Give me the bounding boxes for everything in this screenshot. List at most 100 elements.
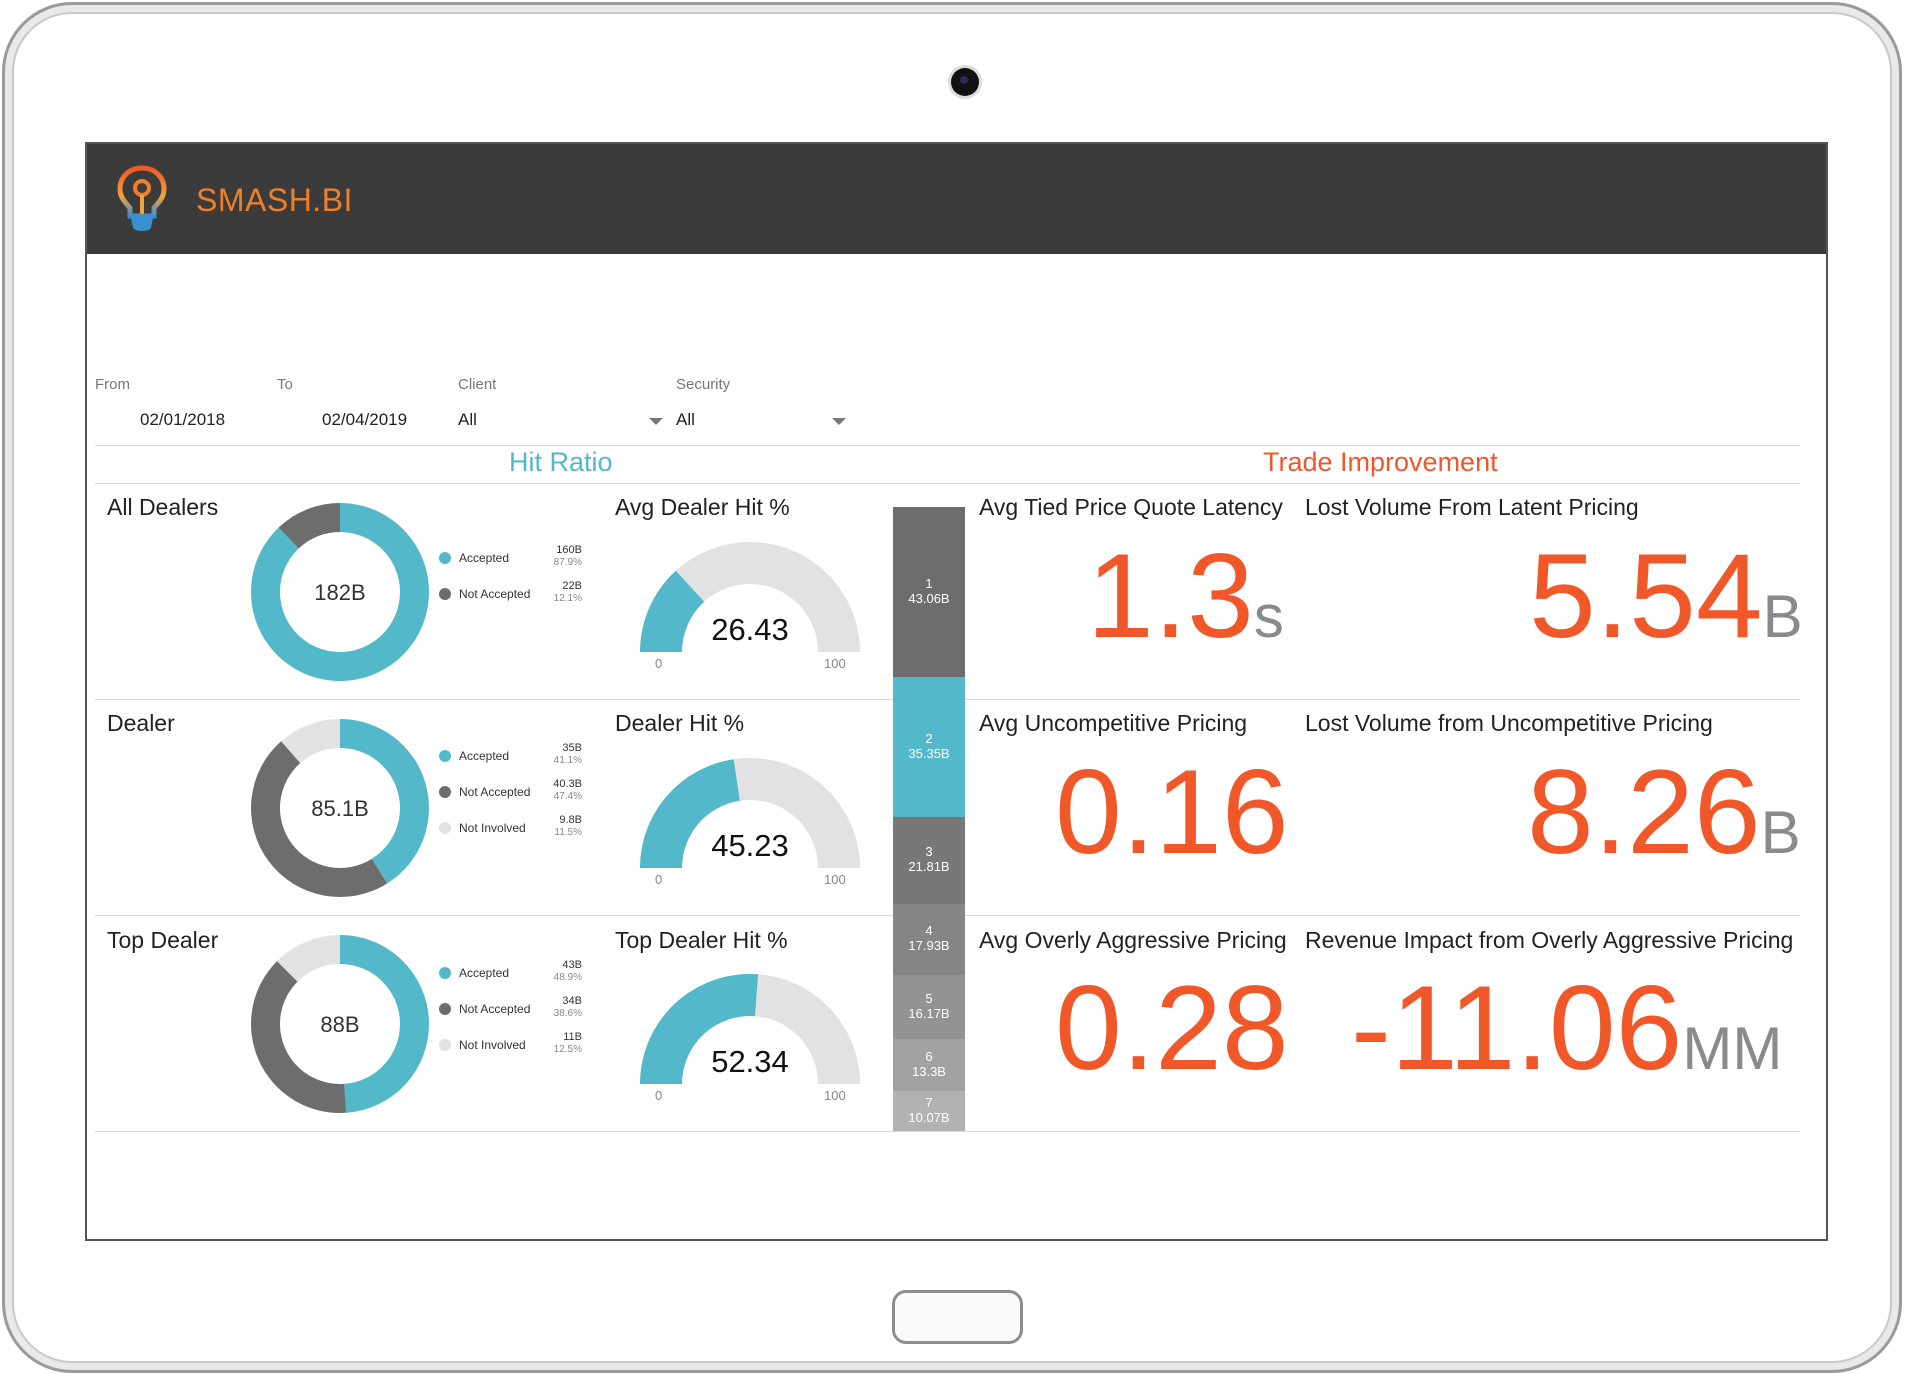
metric-value: 1.3s [1087, 536, 1284, 656]
metric-title: Lost Volume From Latent Pricing [1305, 494, 1639, 520]
donut-title: Top Dealer [107, 927, 219, 953]
metric-title: Avg Tied Price Quote Latency [979, 494, 1283, 520]
gauge-title: Top Dealer Hit % [615, 927, 788, 953]
gauge-fill [640, 759, 740, 868]
legend-dot-icon [439, 552, 451, 564]
metric-title: Revenue Impact from Overly Aggressive Pr… [1305, 927, 1794, 953]
bar-segment-rank: 5 [925, 990, 933, 1006]
legend-value: 34B [562, 995, 582, 1007]
metric-number: 1.3 [1087, 529, 1254, 663]
chevron-down-icon[interactable] [832, 418, 846, 425]
metric-number: 8.26 [1527, 745, 1761, 879]
to-date-input[interactable]: 02/04/2019 [322, 410, 408, 429]
chevron-down-icon[interactable] [649, 418, 663, 425]
bar-segment-value: 35.35B [908, 746, 950, 762]
camera-icon [951, 68, 979, 96]
gauge-chart [640, 758, 860, 868]
legend-label: Accepted [459, 966, 510, 980]
legend-value: 11B [563, 1031, 582, 1043]
bar-segment-rank: 7 [925, 1095, 933, 1111]
donut-center-value: 182B [314, 580, 366, 605]
legend-label: Not Involved [459, 821, 526, 835]
bar-segment-value: 43.06B [908, 591, 950, 607]
donut-slice [340, 719, 429, 884]
bar-segment: 5 16.17B [893, 974, 965, 1039]
security-label: Security [676, 376, 731, 393]
legend-dot-icon [439, 588, 451, 600]
gauge-title: Avg Dealer Hit % [615, 494, 790, 520]
divider [95, 1131, 1800, 1132]
divider [95, 445, 1800, 446]
donut-slice [251, 503, 429, 681]
legend-dot-icon [439, 967, 451, 979]
client-select[interactable]: All [458, 410, 477, 429]
client-label: Client [458, 376, 497, 393]
legend-value: 22B [562, 580, 582, 592]
metric-unit: B [1762, 583, 1803, 650]
donut-center-value: 85.1B [311, 796, 369, 821]
bar-segment: 7 10.07B [893, 1091, 965, 1131]
legend-percent: 48.9% [553, 972, 582, 983]
gauge-track [640, 542, 860, 652]
legend-label: Accepted [459, 749, 510, 763]
gauge-min: 0 [655, 656, 663, 671]
metric-number: -11.06 [1351, 961, 1683, 1095]
legend-percent: 12.1% [553, 593, 582, 604]
gauge-value: 52.34 [711, 1044, 789, 1079]
from-date-input[interactable]: 02/01/2018 [140, 410, 226, 429]
app-screen: SMASH.BI From 02/01/2018 To 02/04/2019 C… [85, 142, 1828, 1241]
metric-title: Avg Uncompetitive Pricing [979, 710, 1248, 736]
metric-unit: B [1760, 799, 1801, 866]
gauge-chart [640, 974, 860, 1084]
dealer-volume-stacked-bar: 1 43.06B 2 35.35B 3 21.81B 4 17.93B 5 16.17B 6 13.3… [893, 507, 965, 1131]
gauge-title: Dealer Hit % [615, 710, 745, 736]
gauge-max: 100 [824, 1088, 846, 1103]
legend-percent: 12.5% [553, 1044, 582, 1055]
legend-value: 43B [562, 959, 582, 971]
metric-number: 0.28 [1055, 961, 1289, 1095]
metric-unit: MM [1682, 1015, 1783, 1082]
lightbulb-logo-icon [117, 165, 167, 231]
legend-label: Accepted [459, 551, 510, 565]
donut-slice [278, 503, 340, 549]
gauge-max: 100 [824, 656, 846, 671]
legend-label: Not Accepted [459, 785, 531, 799]
trade-improvement-title: Trade Improvement [1263, 447, 1498, 477]
metric-title: Lost Volume from Uncompetitive Pricing [1305, 710, 1713, 736]
bar-segment-rank: 1 [925, 576, 933, 592]
gauge-min: 0 [655, 1088, 663, 1103]
brand-name: SMASH.BI [196, 182, 353, 218]
bar-segment-rank: 4 [925, 923, 933, 939]
to-label: To [277, 376, 293, 393]
bar-segment-value: 17.93B [908, 938, 950, 954]
gauge-chart [640, 542, 860, 652]
legend-percent: 87.9% [553, 557, 582, 568]
legend-dot-icon [439, 1003, 451, 1015]
donut-title: Dealer [107, 710, 175, 736]
metric-value: 5.54B [1529, 536, 1803, 656]
bar-segment-rank: 6 [925, 1048, 933, 1064]
legend-percent: 38.6% [553, 1008, 582, 1019]
donut-center-value: 88B [320, 1012, 360, 1037]
bar-segment-rank: 2 [925, 731, 933, 747]
gauge-value: 26.43 [711, 612, 789, 647]
app-bar: SMASH.BI [87, 144, 1826, 254]
home-button[interactable] [892, 1290, 1023, 1344]
bar-segment-value: 10.07B [908, 1110, 950, 1126]
bar-segment: 4 17.93B [893, 903, 965, 975]
metric-number: 5.54 [1529, 529, 1763, 663]
bar-segment: 3 21.81B [893, 817, 965, 904]
donut-slice [277, 935, 340, 982]
donut-title: All Dealers [107, 494, 219, 520]
metric-title: Avg Overly Aggressive Pricing [979, 927, 1287, 953]
legend-value: 40.3B [553, 778, 582, 790]
from-label: From [95, 376, 130, 393]
bar-segment: 6 13.3B [893, 1038, 965, 1092]
security-select[interactable]: All [676, 410, 695, 429]
bar-segment-rank: 3 [925, 844, 933, 860]
legend-percent: 47.4% [553, 791, 582, 802]
hit-ratio-title: Hit Ratio [509, 447, 613, 477]
gauge-max: 100 [824, 872, 846, 887]
bar-segment-value: 16.17B [908, 1005, 950, 1021]
bar-segment: 2 35.35B [893, 677, 965, 818]
